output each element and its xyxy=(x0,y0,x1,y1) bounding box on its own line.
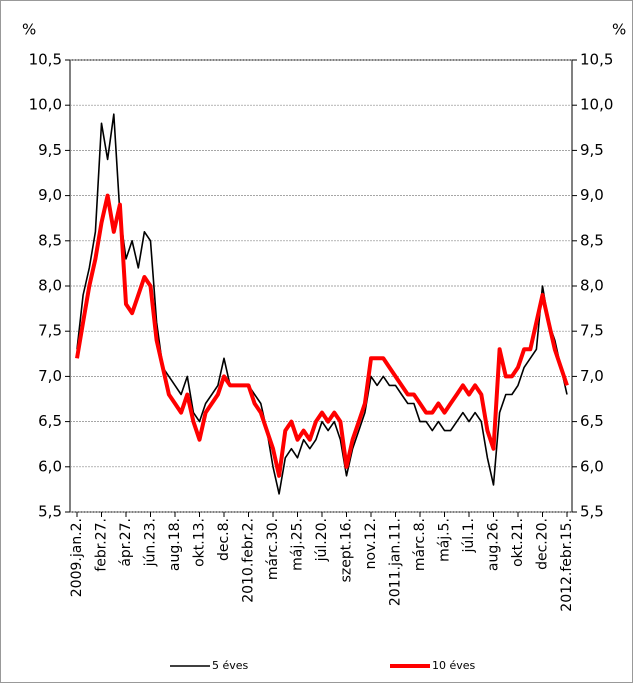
y-tick-label: 8,0 xyxy=(38,277,62,295)
x-tick-label: júl.1. xyxy=(461,518,477,553)
x-tick-label: 2011.jan.11. xyxy=(388,518,404,606)
y2-tick-label: 6,5 xyxy=(580,412,604,430)
legend-label: 10 éves xyxy=(432,659,476,672)
y-tick-label: 7,5 xyxy=(38,322,62,340)
y-tick-label: 10,5 xyxy=(29,51,62,69)
y2-axis-label: % xyxy=(612,21,626,39)
x-tick-label: 2012.febr.15. xyxy=(559,518,575,612)
y2-tick-label: 8,5 xyxy=(580,231,604,249)
x-tick-label: márc.8. xyxy=(412,518,428,571)
x-tick-label: febr.27. xyxy=(94,518,110,572)
x-tick-label: aug.26. xyxy=(486,518,502,571)
x-tick-label: nov.12. xyxy=(363,518,379,569)
x-tick-label: máj.5. xyxy=(437,518,453,562)
x-tick-label: 2009.jan.2. xyxy=(69,518,85,597)
y-axis-label: % xyxy=(22,21,36,39)
y2-tick-label: 7,0 xyxy=(580,367,604,385)
x-tick-label: szept.16. xyxy=(339,518,355,582)
x-tick-label: dec.8. xyxy=(216,518,232,561)
y-tick-label: 7,0 xyxy=(38,367,62,385)
y2-tick-label: 10,0 xyxy=(580,96,613,114)
y-tick-label: 5,5 xyxy=(38,503,62,521)
x-tick-label: jún.23. xyxy=(143,518,159,567)
y2-tick-label: 5,5 xyxy=(580,503,604,521)
series-line xyxy=(75,193,569,478)
x-tick-label: okt.21. xyxy=(510,518,526,567)
y2-tick-label: 10,5 xyxy=(580,51,613,69)
x-tick-label: 2010.febr.2. xyxy=(241,518,257,603)
y2-tick-label: 9,0 xyxy=(580,186,604,204)
y2-tick-label: 8,0 xyxy=(580,277,604,295)
x-tick-label: dec.20. xyxy=(535,518,551,570)
y-tick-label: 6,5 xyxy=(38,412,62,430)
x-tick-label: ápr.27. xyxy=(118,518,134,567)
series-line xyxy=(76,113,568,495)
y2-tick-label: 7,5 xyxy=(580,322,604,340)
y-tick-label: 6,0 xyxy=(38,457,62,475)
y2-tick-label: 9,5 xyxy=(580,141,604,159)
x-tick-label: júl.20. xyxy=(314,518,330,562)
y-tick-label: 10,0 xyxy=(29,96,62,114)
y-tick-label: 9,0 xyxy=(38,186,62,204)
x-tick-label: máj.25. xyxy=(290,518,306,571)
legend-label: 5 éves xyxy=(212,659,249,672)
x-tick-label: okt.13. xyxy=(192,518,208,567)
y-tick-label: 8,5 xyxy=(38,231,62,249)
y-tick-label: 9,5 xyxy=(38,141,62,159)
x-tick-label: márc.30. xyxy=(265,518,281,580)
x-tick-label: aug.18. xyxy=(167,518,183,571)
y2-tick-label: 6,0 xyxy=(580,457,604,475)
